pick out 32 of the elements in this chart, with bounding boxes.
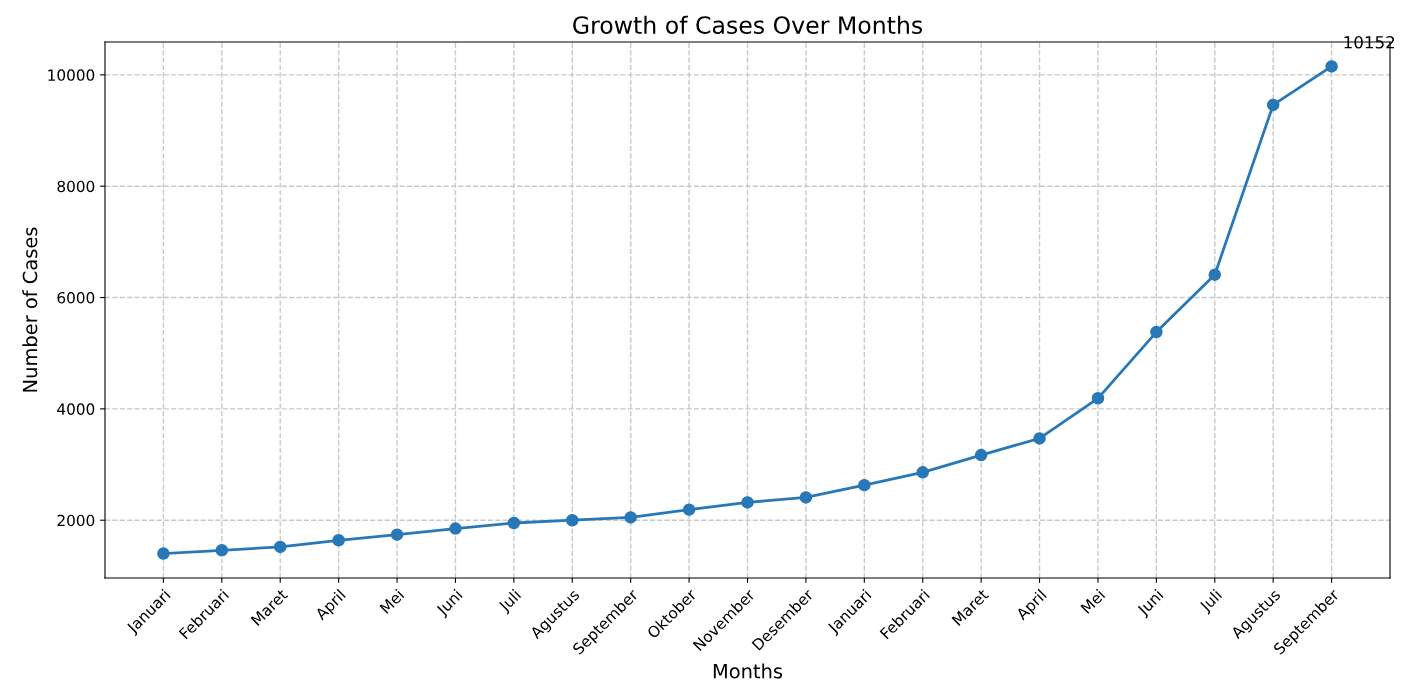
point <box>624 511 637 524</box>
point <box>566 513 579 527</box>
y-tick-label: 2000 <box>57 514 95 527</box>
point <box>507 516 521 530</box>
point <box>332 534 345 547</box>
y-tick-label: 6000 <box>57 292 95 304</box>
point <box>1208 268 1222 281</box>
y-tick-label: 4000 <box>57 403 95 415</box>
x-axis-title: Months <box>713 663 783 679</box>
point <box>916 466 929 479</box>
y-tick-label: 10000 <box>48 69 95 81</box>
point <box>974 448 988 462</box>
point <box>858 478 871 492</box>
chart-title: Growth of Cases Over Months <box>573 15 923 34</box>
point <box>1325 60 1338 73</box>
y-axis-title: Number of Cases <box>22 227 38 392</box>
x-tick-label: Mei <box>1080 588 1106 614</box>
point <box>1150 325 1163 339</box>
point <box>215 544 229 557</box>
point <box>1266 98 1280 112</box>
point <box>1033 432 1046 445</box>
point <box>799 491 813 504</box>
point <box>449 522 462 535</box>
point <box>1091 392 1105 405</box>
x-tick-label: Mei <box>379 588 405 614</box>
point <box>741 496 754 509</box>
point <box>390 528 404 541</box>
annotation: 10152 <box>1344 35 1395 49</box>
y-tick-label: 8000 <box>57 180 95 193</box>
point <box>157 547 170 560</box>
point <box>682 503 696 516</box>
point <box>273 540 287 554</box>
